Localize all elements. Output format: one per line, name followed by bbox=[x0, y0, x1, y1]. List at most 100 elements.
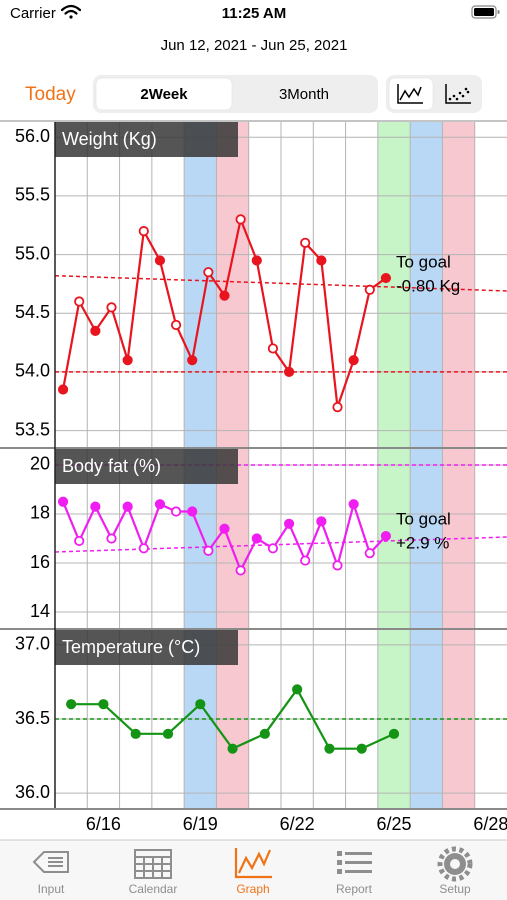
data-point bbox=[90, 325, 101, 336]
data-point bbox=[316, 516, 327, 527]
annotation: -0.80 Kg bbox=[396, 276, 460, 295]
segment-selected[interactable] bbox=[95, 77, 233, 111]
data-point bbox=[388, 728, 400, 739]
x-tick-label: 6/16 bbox=[86, 814, 121, 834]
day-highlight bbox=[442, 122, 475, 447]
data-point bbox=[364, 284, 375, 295]
tab-bar bbox=[0, 840, 507, 900]
data-point bbox=[195, 699, 206, 710]
panel-title: Body fat (%) bbox=[62, 456, 161, 476]
calendar-icon bbox=[134, 849, 172, 879]
data-point bbox=[122, 355, 133, 366]
data-point bbox=[364, 548, 375, 559]
data-point bbox=[106, 302, 117, 313]
data-point bbox=[332, 402, 343, 413]
y-tick-label: 55.0 bbox=[15, 243, 50, 263]
data-point bbox=[106, 533, 117, 544]
today-button[interactable]: Today bbox=[25, 84, 76, 105]
data-point bbox=[235, 565, 246, 576]
data-point bbox=[130, 728, 141, 739]
panel-header bbox=[55, 630, 238, 665]
tab-label[interactable]: Report bbox=[336, 882, 373, 896]
x-tick-label: 6/22 bbox=[280, 814, 315, 834]
data-point bbox=[138, 543, 149, 554]
wifi-icon bbox=[60, 4, 82, 19]
day-highlight bbox=[184, 122, 217, 447]
y-tick-label: 14 bbox=[30, 601, 50, 621]
y-tick-label: 16 bbox=[30, 552, 50, 572]
panel bbox=[55, 122, 507, 447]
tab-label[interactable]: Graph bbox=[236, 882, 269, 896]
tab-label[interactable]: Calendar bbox=[129, 882, 178, 896]
data-point bbox=[267, 543, 279, 554]
data-point bbox=[235, 214, 246, 225]
data-point bbox=[267, 343, 279, 354]
data-point bbox=[316, 255, 327, 266]
day-highlight bbox=[216, 122, 249, 447]
data-point bbox=[74, 535, 85, 547]
y-tick-label: 53.5 bbox=[15, 419, 50, 439]
data-point bbox=[154, 499, 166, 510]
data-point bbox=[324, 743, 335, 754]
y-tick-label: 54.5 bbox=[15, 302, 50, 322]
panel-title: Temperature (°C) bbox=[62, 637, 200, 657]
carrier: Carrier bbox=[10, 5, 56, 22]
data-point bbox=[98, 699, 109, 710]
y-tick-label: 55.5 bbox=[15, 185, 50, 205]
data-point bbox=[348, 499, 359, 510]
data-point bbox=[219, 290, 230, 301]
data-point bbox=[154, 255, 166, 266]
data-point bbox=[259, 728, 270, 739]
segments: 2Week 3Month bbox=[95, 77, 329, 111]
y-tick-label: 36.0 bbox=[15, 782, 50, 802]
input-icon bbox=[32, 851, 69, 873]
clock: 11:25 AM bbox=[222, 5, 286, 22]
data-point bbox=[138, 226, 149, 237]
date-range: Jun 12, 2021 - Jun 25, 2021 bbox=[161, 37, 348, 54]
data-point bbox=[66, 699, 77, 710]
tabs: Input Calendar Graph Report Setup bbox=[38, 882, 471, 896]
day-highlight bbox=[377, 122, 411, 447]
data-point bbox=[283, 366, 295, 378]
data-point bbox=[162, 728, 174, 739]
data-point bbox=[122, 501, 133, 512]
day-highlight bbox=[410, 122, 443, 447]
y-tick-label: 37.0 bbox=[15, 634, 50, 654]
report-icon bbox=[337, 851, 372, 874]
data-point bbox=[251, 255, 262, 266]
tab-label[interactable]: Input bbox=[38, 882, 65, 896]
data-point bbox=[74, 296, 85, 307]
data-point bbox=[187, 355, 198, 366]
data-point bbox=[187, 506, 198, 517]
data-point bbox=[227, 743, 238, 754]
data-point bbox=[251, 533, 262, 544]
data-point bbox=[348, 355, 359, 366]
data-point bbox=[219, 523, 230, 534]
y-tick-label: 18 bbox=[30, 503, 50, 523]
data-point bbox=[300, 237, 311, 248]
graph-icon bbox=[234, 848, 272, 879]
trend-line bbox=[55, 536, 507, 553]
panel-header bbox=[55, 122, 238, 157]
data-point bbox=[292, 684, 303, 695]
tab-label[interactable]: Setup bbox=[439, 882, 471, 896]
y-tick-label: 36.5 bbox=[15, 708, 50, 728]
panel-title: Weight (Kg) bbox=[62, 129, 157, 149]
segment-label[interactable]: 3Month bbox=[279, 86, 329, 103]
segment-label[interactable]: 2Week bbox=[140, 86, 188, 103]
scatter-icon[interactable] bbox=[445, 84, 471, 104]
line-icon bbox=[397, 84, 423, 104]
data-point bbox=[90, 501, 101, 512]
x-tick-label: 6/19 bbox=[183, 814, 218, 834]
data-point bbox=[170, 319, 182, 331]
data-point bbox=[203, 267, 214, 278]
data-point bbox=[170, 506, 182, 517]
data-point bbox=[380, 272, 392, 284]
y-tick-label: 56.0 bbox=[15, 126, 50, 146]
data-point bbox=[356, 743, 367, 754]
x-tick-label: 6/25 bbox=[376, 814, 411, 834]
y-tick-label: 54.0 bbox=[15, 361, 50, 381]
battery-icon bbox=[471, 5, 500, 19]
data-point bbox=[57, 496, 69, 507]
